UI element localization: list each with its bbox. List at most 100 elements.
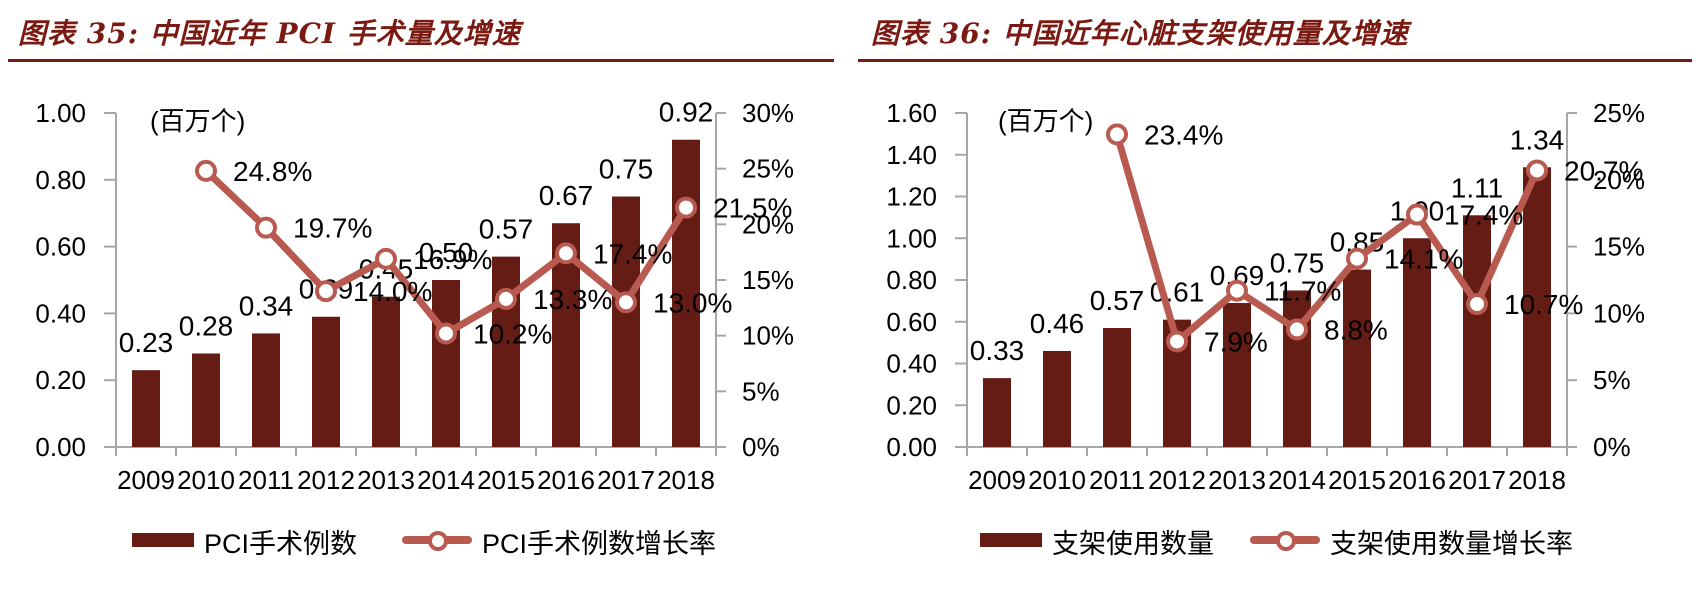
panel-pci-chart: 图表 35: 中国近年 PCI 手术量及增速 (百万个) 0.00 0.20 0.4…: [8, 17, 834, 559]
svg-text:0.60: 0.60: [35, 232, 86, 262]
svg-text:2016: 2016: [537, 465, 595, 495]
svg-text:24.8%: 24.8%: [233, 156, 312, 187]
svg-text:0.57: 0.57: [1090, 285, 1145, 316]
svg-text:0.00: 0.00: [35, 432, 86, 462]
svg-text:0.40: 0.40: [886, 349, 937, 379]
svg-text:0.28: 0.28: [179, 310, 234, 341]
svg-text:15%: 15%: [1593, 232, 1645, 262]
svg-text:13.0%: 13.0%: [653, 287, 732, 318]
svg-text:30%: 30%: [742, 98, 794, 128]
svg-text:0.80: 0.80: [886, 265, 937, 295]
svg-text:0%: 0%: [742, 432, 780, 462]
pci-legend-bar-label: PCI手术例数: [204, 529, 358, 559]
svg-text:0.75: 0.75: [599, 154, 654, 185]
svg-text:11.7%: 11.7%: [1264, 276, 1341, 307]
svg-text:21.5%: 21.5%: [713, 193, 792, 224]
stent-legend-line-swatch: [1250, 531, 1320, 551]
svg-text:1.00: 1.00: [35, 98, 86, 128]
svg-text:20%: 20%: [1593, 165, 1645, 195]
x-axis-labels: 2009 2010 2011 2012 2013 2014 2015 2016 2017 2018: [968, 465, 1566, 495]
stent-chart-plot: 0.00 0.20 0.40 0.60 0.80 1.00 1.20 1.40 1.60 0% 5%…: [886, 98, 1645, 495]
axes: 0.00 0.20 0.40 0.60 0.80 1.00 0% 5% 10% 15% 20% 25%…: [35, 98, 794, 462]
svg-text:0.23: 0.23: [119, 327, 174, 358]
svg-text:2011: 2011: [238, 465, 294, 495]
legend-marker-icon: [428, 531, 448, 551]
stent-unit-label: (百万个): [998, 106, 1094, 136]
svg-text:2012: 2012: [297, 465, 355, 495]
svg-text:0.46: 0.46: [1030, 308, 1085, 339]
growth-value-labels: 23.4% 7.9% 11.7% 8.8% 14.1% 17.4% 10.7% 20.7%: [1144, 119, 1643, 357]
pci-title-underline: [8, 59, 834, 62]
svg-text:10%: 10%: [1593, 298, 1645, 328]
growth-markers: [195, 159, 697, 345]
svg-text:1.60: 1.60: [886, 98, 937, 128]
svg-text:19.7%: 19.7%: [293, 213, 372, 244]
svg-text:0.34: 0.34: [239, 290, 294, 321]
svg-text:2014: 2014: [417, 465, 475, 495]
svg-text:17.4%: 17.4%: [593, 238, 672, 269]
growth-markers: [1106, 123, 1548, 353]
pci-legend-line-swatch: [402, 531, 472, 551]
svg-text:0.60: 0.60: [886, 307, 937, 337]
svg-text:2017: 2017: [1448, 465, 1506, 495]
svg-text:25%: 25%: [1593, 98, 1645, 128]
svg-text:1.11: 1.11: [1451, 172, 1503, 203]
svg-text:0.50: 0.50: [419, 237, 474, 268]
svg-text:2015: 2015: [477, 465, 535, 495]
svg-text:2015: 2015: [1328, 465, 1386, 495]
pci-chart-plot: 0.00 0.20 0.40 0.60 0.80 1.00 0% 5% 10% 15% 20% 25%…: [35, 97, 794, 495]
pci-legend-line-label: PCI手术例数增长率: [482, 529, 717, 559]
stent-title-underline: [858, 59, 1692, 62]
svg-text:20%: 20%: [742, 209, 794, 239]
svg-text:0.92: 0.92: [659, 97, 714, 128]
pci-legend-bar-swatch: [132, 533, 194, 547]
bars: [983, 167, 1551, 447]
pci-chart-title: 图表 35: 中国近年 PCI 手术量及增速: [18, 17, 521, 50]
svg-text:15%: 15%: [742, 265, 794, 295]
svg-text:2018: 2018: [1508, 465, 1566, 495]
svg-text:2014: 2014: [1268, 465, 1326, 495]
svg-text:0.57: 0.57: [479, 214, 534, 245]
svg-text:10.2%: 10.2%: [473, 318, 552, 349]
legend-marker-icon: [1276, 531, 1296, 551]
svg-text:2013: 2013: [1208, 465, 1266, 495]
svg-text:23.4%: 23.4%: [1144, 119, 1223, 150]
stent-legend-line-label: 支架使用数量增长率: [1330, 529, 1573, 559]
svg-text:14.1%: 14.1%: [1384, 244, 1463, 275]
svg-text:1.00: 1.00: [886, 223, 937, 253]
svg-text:2010: 2010: [177, 465, 235, 495]
svg-text:2011: 2011: [1089, 465, 1145, 495]
svg-text:5%: 5%: [1593, 365, 1631, 395]
svg-text:0.80: 0.80: [35, 165, 86, 195]
bar-value-labels: 0.230.280.340.390.450.500.570.670.750.92: [119, 97, 714, 358]
svg-text:0.20: 0.20: [35, 365, 86, 395]
stent-legend-bar-swatch: [980, 533, 1042, 547]
svg-text:10%: 10%: [742, 321, 794, 351]
stent-chart-title: 图表 36: 中国近年心脏支架使用量及增速: [871, 17, 1409, 50]
svg-text:1.20: 1.20: [886, 182, 937, 212]
svg-text:0%: 0%: [1593, 432, 1631, 462]
svg-text:17.4%: 17.4%: [1444, 200, 1523, 231]
growth-line: [1113, 130, 1541, 345]
svg-text:2009: 2009: [117, 465, 175, 495]
svg-text:0.75: 0.75: [1270, 247, 1325, 278]
svg-text:1.34: 1.34: [1510, 124, 1565, 155]
stent-legend-bar-label: 支架使用数量: [1052, 529, 1214, 559]
svg-text:2018: 2018: [657, 465, 715, 495]
svg-text:14.0%: 14.0%: [353, 276, 432, 307]
x-axis-labels: 2009 2010 2011 2012 2013 2014 2015 2016 2017 2018: [117, 465, 715, 495]
growth-value-labels: 24.8% 19.7% 14.0%16.9% 10.2%13.3% 17.4% 13.0%…: [233, 156, 792, 350]
pci-unit-label: (百万个): [150, 106, 246, 136]
svg-text:2010: 2010: [1028, 465, 1086, 495]
svg-text:8.8%: 8.8%: [1324, 314, 1388, 345]
svg-text:0.33: 0.33: [970, 335, 1025, 366]
svg-text:13.3%: 13.3%: [533, 284, 612, 315]
svg-text:0.40: 0.40: [35, 298, 86, 328]
svg-text:7.9%: 7.9%: [1204, 326, 1268, 357]
svg-text:2009: 2009: [968, 465, 1026, 495]
svg-text:2013: 2013: [357, 465, 415, 495]
svg-text:0.20: 0.20: [886, 390, 937, 420]
svg-text:20.7%: 20.7%: [1564, 155, 1643, 186]
svg-text:10.7%: 10.7%: [1504, 289, 1583, 320]
svg-text:16.9%: 16.9%: [413, 244, 492, 275]
